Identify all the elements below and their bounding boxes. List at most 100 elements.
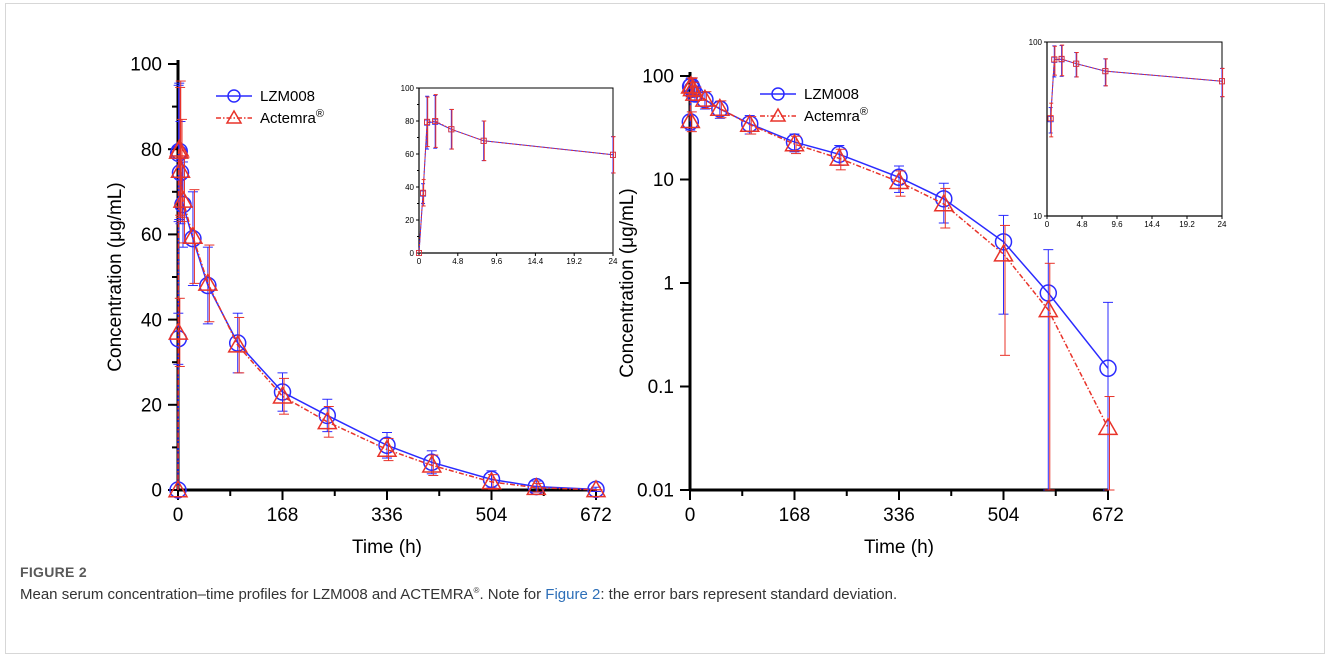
data-point (172, 189, 194, 208)
caption-text-start: Mean serum concentration–time profiles f… (20, 586, 474, 603)
x-tick-label: 504 (988, 505, 1020, 526)
data-point (318, 406, 337, 425)
series-line (418, 120, 614, 254)
series-line (418, 121, 614, 254)
x-tick-label: 672 (1092, 505, 1124, 526)
data-point (1219, 78, 1226, 85)
data-point (448, 126, 455, 133)
data-point (680, 110, 701, 129)
data-point (1102, 68, 1109, 75)
series-line (689, 84, 1109, 429)
y-tick-label: 60 (405, 150, 414, 159)
series-actemra (415, 94, 617, 256)
data-point (316, 411, 338, 430)
y-tick-label: 80 (141, 140, 162, 161)
x-tick-label: 14.4 (1144, 220, 1160, 229)
data-point (933, 193, 955, 212)
data-point (432, 118, 439, 125)
legend-label-actemra: Actemra® (260, 108, 324, 127)
figure-caption: FIGURE 2 Mean serum concentration–time p… (20, 564, 1310, 603)
data-point (585, 479, 607, 498)
legend-label-lzm008: LZM008 (804, 86, 859, 103)
x-tick-label: 504 (476, 505, 508, 526)
data-point (480, 137, 487, 144)
caption-registered-mark: ® (473, 586, 480, 595)
y-tick-label: 10 (1033, 212, 1042, 221)
data-point (421, 454, 443, 473)
series-actemra (1047, 44, 1226, 138)
legend-registered-mark: ® (316, 108, 324, 120)
data-point (415, 249, 422, 256)
y-tick-label: 60 (141, 225, 162, 246)
x-tick-label: 672 (580, 505, 612, 526)
x-tick-label: 0 (417, 257, 422, 266)
x-tick-label: 0 (1045, 220, 1050, 229)
y-axis-label: Concentration (μg/mL) (617, 188, 638, 377)
data-point (739, 113, 761, 132)
figure-caption-text: Mean serum concentration–time profiles f… (20, 586, 1310, 603)
y-tick-label: 0 (151, 481, 162, 502)
data-point (424, 118, 431, 125)
series-actemra (680, 75, 1119, 491)
data-point (376, 439, 398, 458)
x-tick-label: 0 (173, 505, 184, 526)
data-point (890, 168, 908, 187)
y-tick-label: 80 (405, 117, 414, 126)
y-tick-label: 40 (405, 183, 414, 192)
x-axis-label: Time (h) (352, 537, 422, 558)
data-point (1047, 115, 1054, 122)
data-point (1097, 417, 1119, 436)
data-point (167, 479, 189, 498)
legend-label-actemra: Actemra® (804, 106, 868, 125)
x-tick-label: 24 (609, 257, 618, 266)
x-tick-label: 168 (779, 505, 811, 526)
data-point (1073, 60, 1080, 67)
y-tick-label: 100 (1029, 38, 1043, 47)
y-tick-label: 0.01 (637, 481, 674, 502)
data-point (709, 98, 731, 117)
data-point (182, 226, 204, 245)
x-tick-label: 14.4 (528, 257, 544, 266)
data-point (830, 145, 849, 164)
y-tick-label: 10 (653, 170, 674, 191)
x-tick-label: 19.2 (566, 257, 582, 266)
x-tick-label: 336 (883, 505, 915, 526)
data-point (993, 243, 1014, 262)
data-point (994, 233, 1013, 251)
x-axis-label: Time (h) (864, 537, 934, 558)
y-tick-label: 100 (642, 67, 674, 88)
x-tick-label: 336 (371, 505, 403, 526)
data-point (784, 133, 805, 152)
data-point (681, 113, 700, 131)
series-actemra (167, 80, 607, 498)
data-point (694, 88, 716, 107)
data-point (935, 190, 953, 208)
legend-marker (225, 109, 243, 124)
figure-2-link[interactable]: Figure 2 (545, 586, 601, 603)
data-point (481, 471, 502, 490)
x-tick-label: 4.8 (452, 257, 464, 266)
series-lzm008 (169, 82, 605, 499)
data-point (610, 151, 617, 158)
y-tick-label: 100 (401, 84, 415, 93)
series-lzm008 (1047, 44, 1226, 134)
x-tick-label: 0 (685, 505, 696, 526)
data-point (423, 453, 441, 472)
data-point (1051, 56, 1058, 63)
y-tick-label: 20 (141, 395, 162, 416)
inset-frame (418, 87, 614, 254)
data-point (888, 171, 910, 190)
data-point (1037, 299, 1059, 318)
legend-label-lzm008: LZM008 (260, 88, 315, 105)
data-point (227, 334, 249, 353)
data-point (272, 385, 293, 404)
data-point (168, 321, 189, 340)
series-line (177, 148, 597, 491)
data-point (1058, 55, 1065, 62)
chart-linear-main: 0 168 336 504 672 0 20 40 60 80 100 Time (h) Concent… (105, 55, 612, 558)
legend: LZM008 Actemra® (760, 86, 868, 125)
chart-log-inset: 0 4.8 9.6 14.4 19.2 24 10 100 (1029, 38, 1227, 229)
legend-marker (227, 89, 241, 103)
legend-registered-mark: ® (860, 106, 868, 118)
